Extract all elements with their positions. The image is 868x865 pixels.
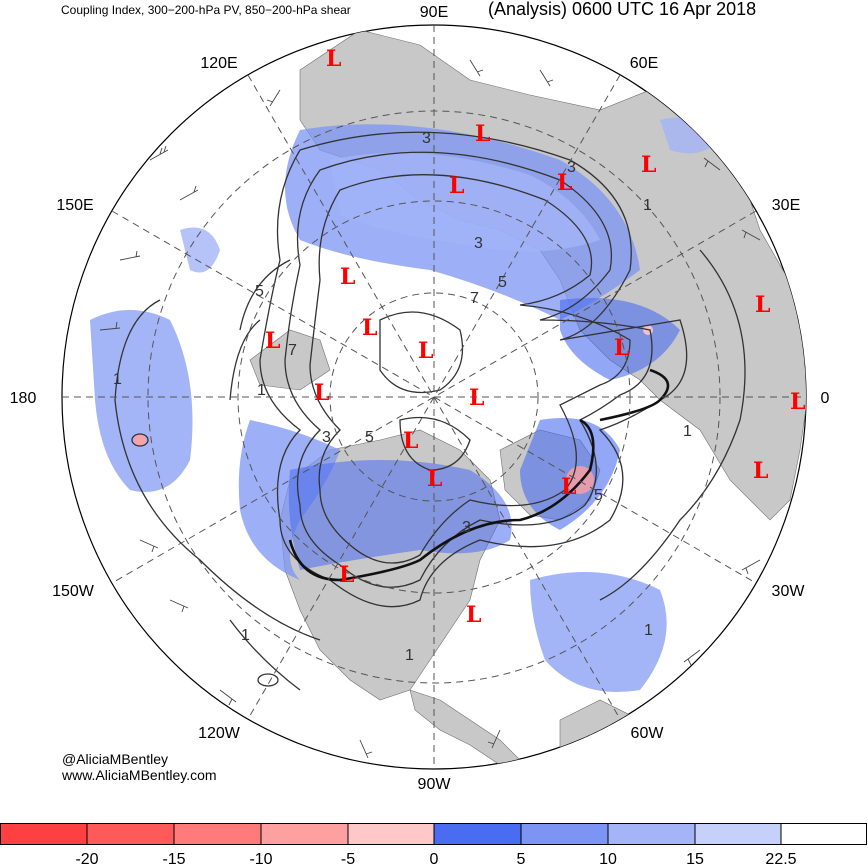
lon-label: 90E — [420, 4, 448, 21]
shear-barbs — [99, 59, 761, 759]
low-marker: L — [403, 428, 418, 454]
lon-label: 120W — [198, 725, 241, 742]
longitude-labels: 90E 60E 30E 0 30W 60W 90W 120W 150W 180 … — [10, 4, 830, 793]
contour-label: 7 — [288, 342, 297, 359]
contour-label: 5 — [498, 274, 507, 291]
colorbar-tick: -15 — [162, 851, 185, 865]
low-marker: L — [362, 315, 377, 341]
graticule — [62, 25, 806, 769]
low-marker: L — [557, 170, 572, 196]
contour-label: 1 — [405, 647, 414, 664]
lon-label: 30E — [772, 197, 800, 214]
contour-label: 3 — [567, 159, 576, 176]
chart-title: (Analysis) 0600 UTC 16 Apr 2018 — [488, 0, 757, 19]
contour-label: 5 — [365, 429, 374, 446]
low-marker: L — [614, 335, 629, 361]
colorbar: -20 -15 -10 -5 0 5 10 15 22.5 — [0, 823, 867, 865]
colorbar-tick: -5 — [341, 851, 355, 865]
low-marker: L — [326, 46, 341, 72]
lon-label: 180 — [10, 390, 37, 407]
colorbar-tick: 15 — [686, 851, 704, 865]
lon-label: 60E — [630, 55, 658, 72]
colorbar-tick: -10 — [249, 851, 272, 865]
lon-label: 30W — [772, 583, 806, 600]
colorbar-swatch — [174, 823, 261, 844]
contour-label: 1 — [241, 627, 250, 644]
colorbar-swatch — [608, 823, 695, 844]
lon-label: 60W — [631, 725, 665, 742]
low-marker: L — [561, 474, 576, 500]
low-marker: L — [469, 385, 484, 411]
low-marker: L — [265, 328, 280, 354]
contour-label: 3 — [474, 235, 483, 252]
low-marker: L — [475, 121, 490, 147]
colorbar-swatch — [781, 823, 867, 844]
low-marker: L — [339, 562, 354, 588]
contour-label: 5 — [594, 487, 603, 504]
pv-contours — [114, 131, 746, 691]
low-marker: L — [314, 380, 329, 406]
colorbar-tick: 10 — [599, 851, 617, 865]
low-marker: L — [755, 292, 770, 318]
contour-label: 1 — [643, 197, 652, 214]
coupling-index-shading — [90, 117, 720, 692]
colorbar-swatch — [695, 823, 781, 844]
low-marker: L — [427, 466, 442, 492]
lon-label: 120E — [200, 55, 237, 72]
contour-label: 5 — [255, 283, 264, 300]
colorbar-tick: 0 — [430, 851, 439, 865]
low-marker: L — [790, 389, 805, 415]
contour-label: 3 — [422, 130, 431, 147]
contour-label: 1 — [644, 622, 653, 639]
low-marker: L — [418, 338, 433, 364]
contour-label: 1 — [113, 371, 122, 388]
lon-label: 150W — [52, 583, 95, 600]
low-marker: L — [466, 602, 481, 628]
low-marker: L — [641, 152, 656, 178]
lon-label: 0 — [821, 390, 830, 407]
lon-label: 150E — [56, 197, 93, 214]
colorbar-tick: -20 — [75, 851, 98, 865]
lon-label: 90W — [418, 776, 452, 793]
chart-subtitle: Coupling Index, 300−200-hPa PV, 850−200-… — [61, 3, 351, 17]
low-marker: L — [340, 264, 355, 290]
colorbar-swatch — [0, 823, 87, 844]
colorbar-swatch — [87, 823, 174, 844]
contour-label: 3 — [462, 519, 471, 536]
credit-handle: @AliciaMBentley — [62, 751, 169, 767]
contour-label: 7 — [470, 290, 479, 307]
contour-label: 1 — [683, 423, 692, 440]
colorbar-swatch — [434, 823, 521, 844]
contour-label: 3 — [322, 429, 331, 446]
low-markers: L L L L L L L L L L L L L L L L L L L L — [265, 46, 805, 628]
contour-label: 1 — [257, 382, 266, 399]
pv-contours-thick — [288, 368, 670, 582]
colorbar-tick: 5 — [517, 851, 526, 865]
low-marker: L — [449, 173, 464, 199]
colorbar-swatch — [261, 823, 348, 844]
low-marker: L — [753, 458, 768, 484]
colorbar-swatch — [348, 823, 434, 844]
colorbar-tick: 22.5 — [765, 851, 796, 865]
contour-label-group: 3 3 3 1 5 7 5 1 7 3 5 3 1 5 1 1 1 1 — [113, 130, 692, 664]
credit-website: www.AliciaMBentley.com — [62, 767, 217, 783]
colorbar-swatch — [521, 823, 608, 844]
